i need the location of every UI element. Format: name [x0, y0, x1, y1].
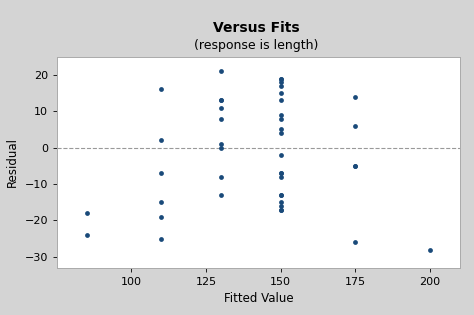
Point	[83, 211, 91, 216]
Point	[352, 163, 359, 169]
Point	[217, 141, 225, 146]
Point	[157, 214, 165, 219]
Point	[277, 192, 284, 198]
Point	[157, 87, 165, 92]
Point	[277, 207, 284, 212]
Point	[157, 138, 165, 143]
Point	[352, 94, 359, 99]
Text: (response is length): (response is length)	[194, 39, 318, 52]
Point	[277, 76, 284, 81]
Point	[352, 123, 359, 128]
Text: Versus Fits: Versus Fits	[213, 21, 299, 35]
Point	[277, 83, 284, 88]
Y-axis label: Residual: Residual	[6, 137, 19, 187]
Point	[277, 76, 284, 81]
Point	[277, 131, 284, 136]
Point	[277, 98, 284, 103]
Point	[217, 174, 225, 179]
Point	[217, 98, 225, 103]
Point	[277, 152, 284, 158]
Point	[277, 127, 284, 132]
Point	[83, 232, 91, 238]
Point	[277, 80, 284, 85]
Point	[217, 116, 225, 121]
Point	[352, 240, 359, 245]
Point	[352, 163, 359, 169]
Point	[277, 174, 284, 179]
Point	[157, 200, 165, 205]
Point	[217, 192, 225, 198]
Point	[217, 69, 225, 74]
Point	[277, 116, 284, 121]
Point	[277, 91, 284, 96]
Point	[157, 171, 165, 176]
Point	[217, 105, 225, 110]
Point	[217, 98, 225, 103]
Point	[277, 207, 284, 212]
Point	[277, 171, 284, 176]
Point	[277, 192, 284, 198]
Point	[217, 145, 225, 150]
Point	[277, 203, 284, 209]
X-axis label: Fitted Value: Fitted Value	[224, 292, 293, 305]
Point	[426, 247, 434, 252]
Point	[277, 112, 284, 117]
Point	[157, 236, 165, 241]
Point	[277, 200, 284, 205]
Point	[277, 171, 284, 176]
